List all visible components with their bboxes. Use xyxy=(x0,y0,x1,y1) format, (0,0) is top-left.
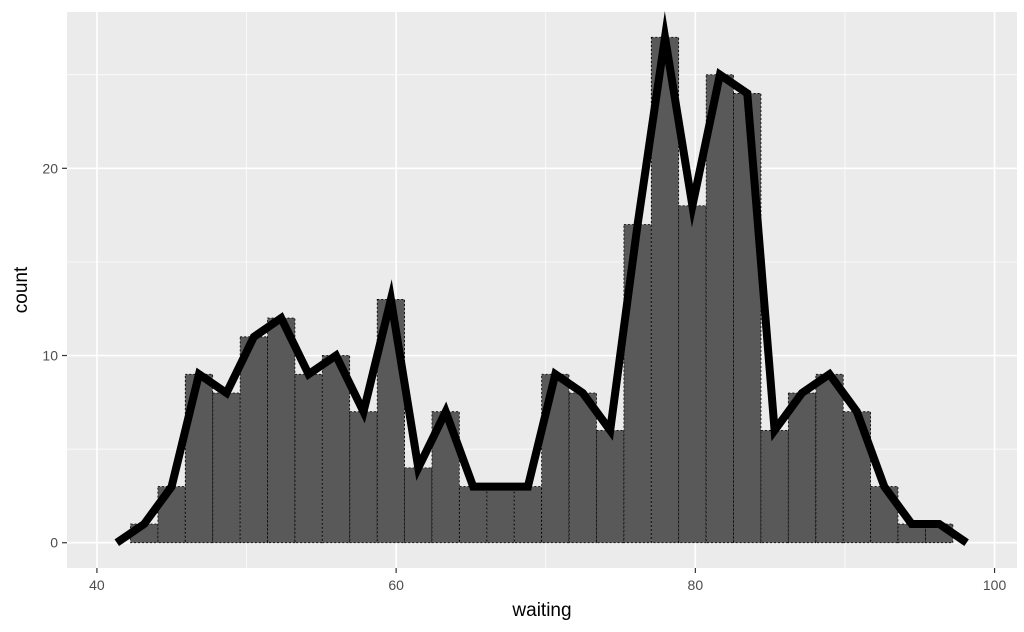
x-tick-label: 80 xyxy=(688,577,704,593)
y-tick-label: 20 xyxy=(42,160,58,176)
histogram-bar xyxy=(705,74,734,544)
y-tick-label: 10 xyxy=(42,348,58,364)
frequency-polygon-line xyxy=(114,11,969,547)
histogram-bar xyxy=(349,411,378,544)
x-tick-label: 60 xyxy=(388,577,404,593)
histogram-bar xyxy=(294,373,323,544)
x-axis-title: waiting xyxy=(511,600,571,621)
histogram-bar xyxy=(787,392,817,544)
histogram-bar xyxy=(815,373,844,544)
histogram-bar xyxy=(404,467,433,544)
histogram-bar xyxy=(239,336,268,544)
histogram-bars xyxy=(130,36,954,544)
frequency-polygon xyxy=(114,11,969,547)
histogram-bar xyxy=(486,486,515,544)
histogram-bar xyxy=(212,392,241,544)
histogram-bar xyxy=(321,355,351,544)
histogram-bar xyxy=(459,486,488,544)
histogram-bar xyxy=(760,430,789,544)
histogram-bar xyxy=(513,486,543,544)
x-tick-label: 100 xyxy=(983,577,1007,593)
y-tick-label: 0 xyxy=(50,535,58,551)
histogram-bar xyxy=(596,430,625,544)
histogram-bar xyxy=(678,205,707,544)
histogram-bar xyxy=(733,93,762,544)
y-axis-title: count xyxy=(11,266,32,313)
x-axis: 40 60 80 100 xyxy=(89,568,1006,593)
x-tick-label: 40 xyxy=(89,577,105,593)
y-axis: 0 10 20 xyxy=(42,160,67,551)
histogram-bar xyxy=(568,392,597,544)
histogram-bar xyxy=(267,317,296,544)
